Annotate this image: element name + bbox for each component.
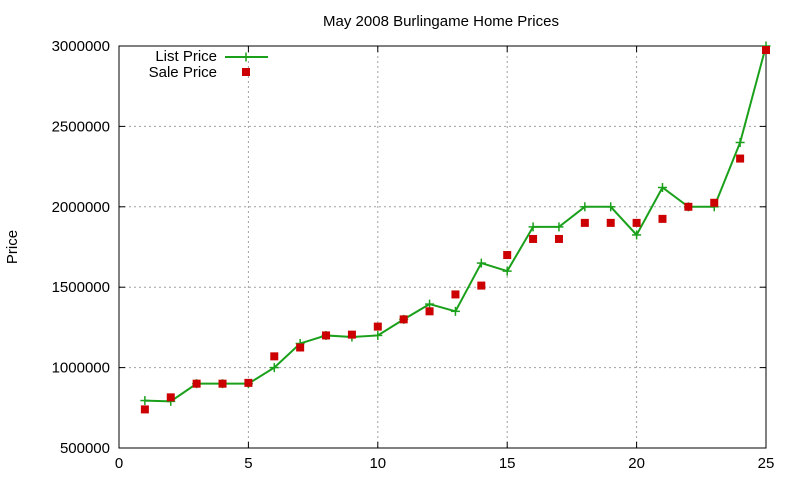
- y-tick-label: 500000: [60, 440, 110, 457]
- sale-price-point: [762, 46, 770, 55]
- legend-label-sale-price: Sale Price: [149, 64, 217, 81]
- legend-label-list-price: List Price: [155, 48, 217, 65]
- legend: List Price Sale Price: [149, 48, 268, 81]
- x-tick-label: 15: [499, 455, 516, 472]
- list-price-point: [735, 137, 745, 147]
- y-tick-label: 1500000: [52, 279, 110, 296]
- sale-price-point: [218, 379, 227, 388]
- list-price-point: [502, 266, 512, 276]
- list-price-point: [632, 230, 642, 240]
- x-tick-label: 0: [115, 455, 123, 472]
- sale-price-point: [632, 218, 641, 227]
- list-price-point: [269, 363, 279, 373]
- sale-price-point: [736, 154, 745, 163]
- chart-title: May 2008 Burlingame Home Prices: [323, 13, 559, 30]
- sale-price-point: [684, 202, 693, 211]
- list-price-point: [554, 222, 564, 232]
- legend-marker-list-price: [241, 52, 251, 62]
- sale-price-point: [451, 290, 460, 299]
- sale-price-point: [296, 343, 305, 352]
- sale-price-point: [244, 378, 253, 387]
- legend-swatch-sale-price: [242, 68, 250, 76]
- sale-price-point: [140, 405, 149, 414]
- plot-frame: [118, 45, 767, 449]
- list-price-point: [606, 202, 616, 212]
- sale-price-point: [399, 315, 408, 324]
- sale-price-point: [373, 322, 382, 331]
- legend-marker-sale-price: [242, 68, 250, 76]
- y-axis-label: Price: [4, 230, 21, 264]
- sale-price-point: [347, 330, 356, 339]
- sale-price-point: [580, 218, 589, 227]
- sale-price-point: [425, 307, 434, 316]
- sale-price-point: [554, 234, 563, 243]
- sale-price-point: [322, 331, 331, 340]
- list-price-point: [580, 202, 590, 212]
- x-tick-label: 20: [628, 455, 645, 472]
- sale-price-point: [270, 352, 279, 361]
- list-price-point: [528, 222, 538, 232]
- sale-price-point: [477, 281, 486, 290]
- list-price-point: [450, 306, 460, 316]
- sale-price-point: [710, 198, 719, 207]
- axis-ticks: 0 5 10 15 20 25 500000 1000000 1500000 2000000 250…: [52, 38, 775, 472]
- list-price-point: [657, 183, 667, 193]
- legend-swatch-list-price: [225, 52, 268, 62]
- sale-price-point: [606, 218, 615, 227]
- list-price-point: [425, 299, 435, 309]
- sale-price-point: [658, 214, 667, 223]
- x-tick-label: 25: [758, 455, 775, 472]
- x-tick-label: 5: [244, 455, 252, 472]
- sale-price-point: [192, 379, 201, 388]
- grid-lines: [119, 46, 766, 448]
- y-tick-label: 3000000: [52, 38, 110, 55]
- list-price-line: [144, 45, 767, 403]
- list-price-point: [373, 330, 383, 340]
- y-tick-label: 2500000: [52, 118, 110, 135]
- list-price-point: [140, 396, 150, 406]
- x-tick-label: 10: [369, 455, 386, 472]
- series-layer: [140, 41, 771, 414]
- list-price-point: [476, 258, 486, 268]
- sale-price-point: [529, 234, 538, 243]
- y-tick-label: 2000000: [52, 199, 110, 216]
- y-tick-label: 1000000: [52, 360, 110, 377]
- sale-price-point: [166, 393, 175, 402]
- sale-price-point: [503, 251, 512, 260]
